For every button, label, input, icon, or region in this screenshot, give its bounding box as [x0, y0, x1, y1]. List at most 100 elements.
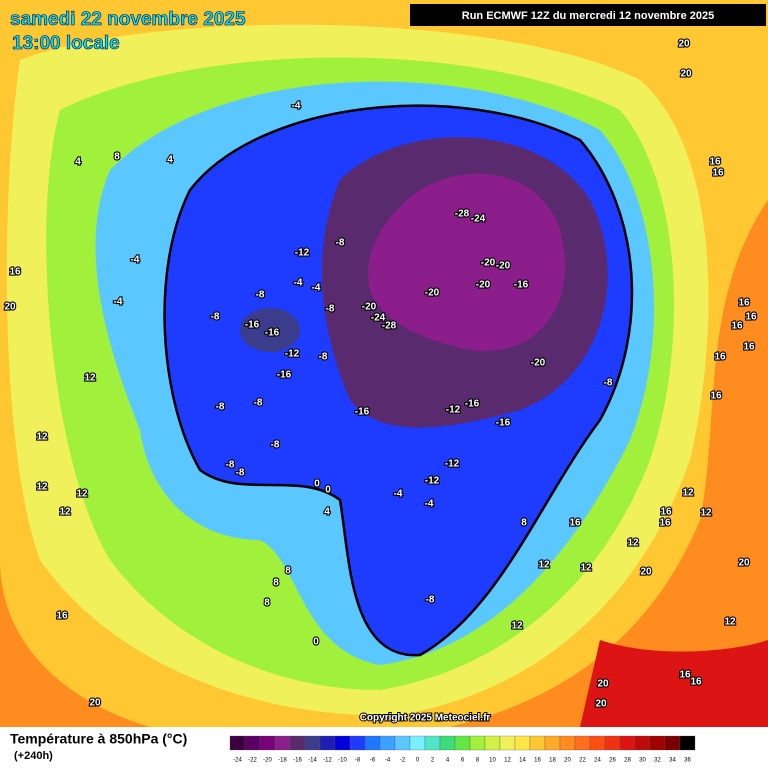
- contour-label: -8: [604, 378, 613, 389]
- colorbar-label: 36: [684, 758, 691, 764]
- colorbar-swatch: [274, 735, 291, 751]
- contour-label: 16: [714, 352, 726, 363]
- colorbar-swatch: [529, 735, 546, 751]
- colorbar-label: -16: [293, 758, 302, 764]
- contour-label: 16: [731, 321, 743, 332]
- time-title: 13:00 locale: [12, 33, 120, 54]
- colorbar-swatch: [334, 735, 351, 751]
- contour-label: 12: [538, 560, 550, 571]
- contour-label: 20: [597, 679, 609, 690]
- colorbar-swatch: [259, 735, 276, 751]
- contour-label: 20: [680, 69, 692, 80]
- colorbar-swatch: [424, 735, 441, 751]
- lead-time: (+240h): [14, 750, 53, 762]
- contour-label: 12: [59, 507, 71, 518]
- contour-label: 16: [709, 157, 721, 168]
- contour-label: 4: [167, 155, 173, 166]
- colorbar-label: 16: [534, 758, 541, 764]
- contour-label: 8: [521, 518, 527, 529]
- contour-label: 16: [738, 298, 750, 309]
- contour-label: -24: [471, 214, 486, 225]
- colorbar-label: -2: [400, 758, 406, 764]
- colorbar-label: 0: [416, 758, 420, 764]
- contour-label: 16: [569, 518, 581, 529]
- contour-label: -4: [292, 101, 301, 112]
- copyright: Copyright 2025 Meteociel.fr: [360, 713, 491, 724]
- contour-label: -4: [114, 297, 123, 308]
- colorbar-label: 28: [624, 758, 631, 764]
- contour-label: -12: [295, 248, 310, 259]
- contour-label: 16: [710, 391, 722, 402]
- contour-label: -4: [131, 255, 140, 266]
- contour-label: 12: [682, 488, 694, 499]
- colorbar-swatch: [244, 735, 261, 751]
- colorbar-swatch: [604, 735, 621, 751]
- contour-label: 8: [264, 598, 270, 609]
- colorbar-label: -10: [338, 758, 347, 764]
- colorbar-label: -4: [385, 758, 391, 764]
- contour-label: 12: [76, 489, 88, 500]
- colorbar-swatch: [409, 735, 426, 751]
- run-info: Run ECMWF 12Z du mercredi 12 novembre 20…: [462, 10, 714, 22]
- contour-label: -16: [355, 407, 370, 418]
- contour-label: -4: [394, 489, 403, 500]
- colorbar-swatch: [469, 735, 486, 751]
- colorbar-swatch: [634, 735, 651, 751]
- contour-label: 16: [745, 312, 757, 323]
- contour-label: -20: [476, 280, 491, 291]
- contour-label: -16: [265, 328, 280, 339]
- contour-label: 16: [660, 507, 672, 518]
- contour-label: 8: [114, 152, 120, 163]
- contour-label: -8: [226, 460, 235, 471]
- colorbar-label: -14: [308, 758, 317, 764]
- colorbar-swatch: [664, 735, 681, 751]
- contour-label: -4: [294, 278, 303, 289]
- contour-label: -20: [425, 288, 440, 299]
- colorbar-swatch: [349, 735, 366, 751]
- contour-label: 4: [75, 157, 81, 168]
- colorbar-swatch: [439, 735, 456, 751]
- contour-label: 0: [325, 485, 331, 496]
- contour-label: -8: [236, 468, 245, 479]
- contour-label: -12: [445, 459, 460, 470]
- colorbar-swatch: [619, 735, 636, 751]
- colorbar-label: 14: [519, 758, 526, 764]
- colorbar-label: -6: [370, 758, 376, 764]
- contour-label: -16: [465, 399, 480, 410]
- contour-label: -4: [312, 283, 321, 294]
- colorbar-label: 4: [446, 758, 450, 764]
- contour-label: 16: [743, 342, 755, 353]
- contour-label: -12: [285, 349, 300, 360]
- contour-label: 16: [712, 168, 724, 179]
- contour-label: -8: [271, 440, 280, 451]
- contour-label: -20: [531, 358, 546, 369]
- contour-label: 20: [738, 558, 750, 569]
- contour-label: 20: [678, 39, 690, 50]
- contour-label: -8: [326, 304, 335, 315]
- colorbar-label: 2: [431, 758, 435, 764]
- colorbar-swatch: [544, 735, 561, 751]
- contour-label: 20: [4, 302, 16, 313]
- contour-label: -20: [481, 258, 496, 269]
- contour-label: -20: [496, 261, 511, 272]
- contour-label: -20: [362, 302, 377, 313]
- contour-label: 12: [724, 617, 736, 628]
- contour-label: 16: [56, 611, 68, 622]
- contour-label: 20: [595, 699, 607, 710]
- colorbar-swatch: [289, 735, 306, 751]
- colorbar-label: 32: [654, 758, 661, 764]
- colorbar-label: 10: [489, 758, 496, 764]
- colorbar-swatch: [454, 735, 471, 751]
- colorbar-label: 20: [564, 758, 571, 764]
- colorbar-swatch: [559, 735, 576, 751]
- hot-zone: [580, 640, 768, 727]
- colorbar: -24 -22 -20 -18 -16 -14 -12 -10 -8 -6 -4 -2 0 2 4 6 8 10 1…: [229, 735, 696, 764]
- colorbar-swatch: [499, 735, 516, 751]
- colorbar-label: 8: [476, 758, 480, 764]
- colorbar-swatch: [379, 735, 396, 751]
- colorbar-label: 24: [594, 758, 601, 764]
- contour-label: -8: [319, 352, 328, 363]
- colorbar-swatch: [649, 735, 666, 751]
